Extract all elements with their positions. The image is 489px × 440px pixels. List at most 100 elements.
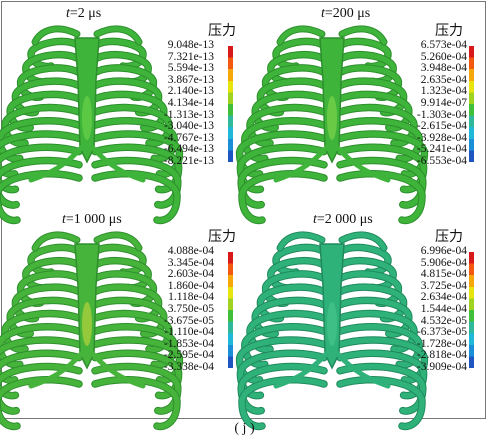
- colorbar-tick-label: 3.948e-04: [420, 62, 467, 75]
- colorbar-tick-label: -1.313e-13: [163, 108, 214, 121]
- time-variable: t: [66, 6, 70, 21]
- legend-title: 压力: [435, 23, 463, 39]
- costal-cartilage: [28, 145, 84, 183]
- colorbar-tick-label: 5.594e-13: [167, 62, 214, 75]
- rib: [239, 376, 327, 430]
- rib: [337, 350, 427, 399]
- colorbar-tick-label: -2.818e-04: [416, 349, 467, 362]
- rib: [247, 310, 327, 353]
- colorbar-tick-label: 6.996e-04: [420, 245, 467, 257]
- colorbar-tick-label: 1.544e-04: [420, 302, 467, 315]
- panel-time-label: t=2 μs: [66, 6, 101, 22]
- rib: [92, 104, 172, 147]
- colorbar-tick-label: -1.110e-04: [164, 326, 214, 339]
- colorbar-tick-label: -3.675e-05: [163, 314, 214, 327]
- time-variable: t: [321, 6, 325, 21]
- rib: [92, 310, 172, 353]
- costal-cartilage: [273, 351, 329, 389]
- colorbar-tick-label: -2.615e-04: [416, 120, 467, 133]
- costal-cartilage: [28, 351, 84, 389]
- colorbar-tick-label: 4.088e-04: [167, 245, 214, 257]
- colorbar-tick-label: 1.860e-04: [167, 279, 214, 292]
- clavicle: [277, 232, 325, 251]
- time-value: =2 000 μs: [316, 212, 373, 227]
- clavicle: [32, 26, 80, 45]
- rib: [337, 324, 422, 368]
- costal-cartilage: [335, 351, 391, 389]
- panel-t-2000us: t=2 000 μs 压力 6.996e-04 5.906e-04 4.815e-0…: [235, 210, 483, 431]
- ribcage-model: [0, 25, 184, 225]
- rib: [92, 363, 181, 414]
- colorbar-tick-label: -6.553e-04: [416, 154, 467, 167]
- time-value: =200 μs: [324, 6, 371, 21]
- colorbar-tick-label: 9.914e-07: [420, 96, 467, 109]
- ribcage-model: [0, 231, 184, 431]
- colorbar-tick-label: -3.338e-04: [163, 360, 214, 373]
- colorbar-ticks: 4.088e-04 3.345e-04 2.603e-04 1.860e-04 1.11…: [150, 245, 214, 374]
- rib: [237, 144, 327, 193]
- costal-cartilage: [90, 145, 146, 183]
- colorbar-tick-label: -6.494e-13: [163, 143, 214, 156]
- clavicle: [94, 232, 142, 251]
- colorbar: [228, 46, 233, 162]
- colorbar-tick-label: 9.048e-13: [167, 39, 214, 51]
- colorbar-tick-label: -6.373e-05: [416, 326, 467, 339]
- costal-cartilage: [273, 145, 329, 183]
- colorbar: [228, 252, 233, 368]
- colorbar-tick-label: -1.728e-04: [416, 337, 467, 350]
- time-variable: t: [313, 212, 317, 227]
- colorbar-ticks: 6.996e-04 5.906e-04 4.815e-04 3.725e-04 2.63…: [403, 245, 467, 374]
- rib: [92, 118, 177, 162]
- stress-highlight: [82, 96, 92, 140]
- colorbar-tick-label: 4.815e-04: [420, 268, 467, 281]
- rib: [337, 104, 417, 147]
- colorbar-tick-label: 2.634e-04: [420, 291, 467, 304]
- rib: [0, 363, 82, 414]
- colorbar-tick-label: -8.221e-13: [163, 154, 214, 167]
- time-value: =1 000 μs: [65, 212, 122, 227]
- colorbar-tick-label: 3.345e-04: [167, 256, 214, 269]
- clavicle: [32, 232, 80, 251]
- rib: [337, 131, 428, 177]
- rib: [247, 104, 327, 147]
- rib: [0, 157, 82, 208]
- rib: [337, 376, 425, 430]
- ribcage-model: [235, 231, 429, 431]
- colorbar-tick-label: -4.767e-13: [163, 131, 214, 144]
- legend-title: 压力: [435, 229, 463, 245]
- rib: [238, 363, 327, 414]
- colorbar-tick-label: 4.532e-05: [420, 314, 467, 327]
- rib: [2, 310, 82, 353]
- colorbar-tick-label: 1.323e-04: [420, 85, 467, 98]
- rib: [92, 337, 183, 383]
- time-value: =2 μs: [69, 6, 102, 21]
- rib: [237, 350, 327, 399]
- legend-title: 压力: [208, 229, 236, 245]
- panel-t-1000us: t=1 000 μs 压力 4.088e-04 3.345e-04 2.603e-0…: [0, 210, 244, 431]
- ribcage-model: [235, 25, 429, 225]
- stress-highlight: [327, 96, 337, 140]
- rib: [242, 324, 327, 368]
- stress-highlight: [82, 302, 92, 346]
- rib: [238, 157, 327, 208]
- clavicle: [339, 26, 387, 45]
- rib: [92, 324, 177, 368]
- rib: [0, 324, 82, 368]
- rib: [92, 350, 182, 399]
- colorbar-ticks: 6.573e-04 5.260e-04 3.948e-04 2.635e-04 1.32…: [403, 39, 467, 168]
- colorbar-tick-label: -3.928e-04: [416, 131, 467, 144]
- panel-t-200us: t=200 μs 压力 6.573e-04 5.260e-04 3.948e-04 2…: [235, 4, 483, 225]
- rib: [92, 376, 180, 430]
- colorbar-tick-label: 3.750e-05: [167, 302, 214, 315]
- rib: [337, 144, 427, 193]
- legend-title: 压力: [208, 23, 236, 39]
- panel-t-2us: t=2 μs 压力 9.048e-13 7.321e-13 5.594e-13 3.8…: [0, 4, 244, 225]
- colorbar-tick-label: 3.725e-04: [420, 279, 467, 292]
- colorbar: [469, 252, 474, 368]
- colorbar-tick-label: 2.140e-13: [167, 85, 214, 98]
- colorbar-tick-label: 7.321e-13: [167, 50, 214, 63]
- colorbar-tick-label: 4.134e-14: [167, 96, 214, 109]
- rib: [0, 350, 82, 399]
- time-variable: t: [62, 212, 66, 227]
- colorbar-tick-label: -1.853e-04: [163, 337, 214, 350]
